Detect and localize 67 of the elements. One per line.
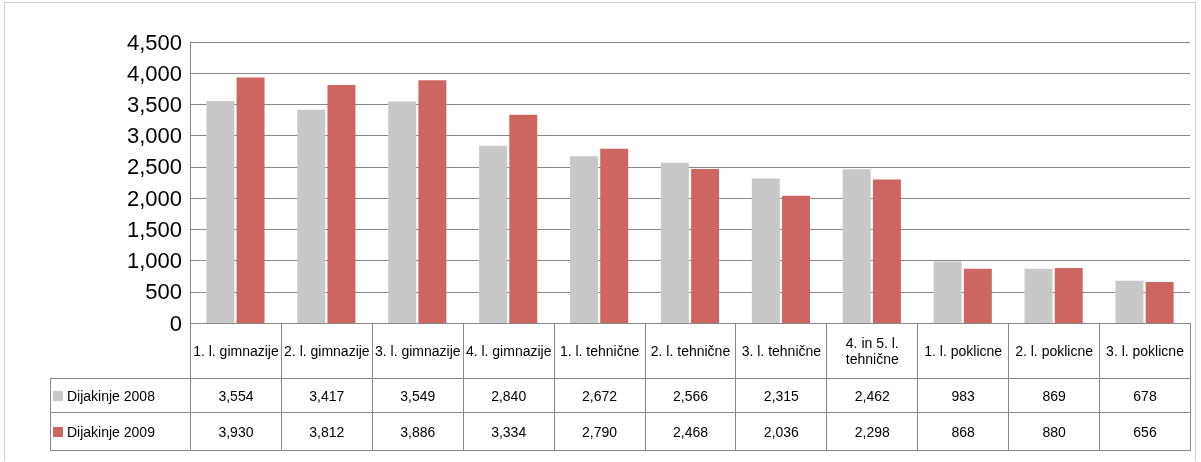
data-label: 869 — [1008, 378, 1100, 413]
bar — [479, 145, 508, 323]
data-label: 3,549 — [372, 378, 464, 413]
bar — [388, 101, 417, 323]
bar — [933, 261, 962, 323]
bar — [691, 168, 720, 323]
x-tick-label: 1. l. tehnične — [554, 323, 646, 379]
bar — [206, 101, 235, 323]
data-label: 2,315 — [735, 378, 827, 413]
y-tick-label: 1,500 — [126, 216, 182, 242]
x-tick-label: 1. l. poklicne — [917, 323, 1009, 379]
y-tick-label: 4,500 — [126, 29, 182, 55]
data-label: 656 — [1099, 412, 1191, 451]
data-label: 2,840 — [463, 378, 555, 413]
y-tick-label: 1,000 — [126, 248, 182, 274]
x-tick-label: 2. l. tehnične — [645, 323, 736, 379]
data-label: 3,417 — [281, 378, 373, 413]
x-tick-label: 3. l. tehnične — [735, 323, 827, 379]
data-label: 2,790 — [554, 412, 646, 451]
bar — [600, 148, 629, 323]
y-tick-label: 3,500 — [126, 91, 182, 117]
y-tick-label: 4,000 — [126, 60, 182, 86]
data-label: 3,930 — [190, 412, 282, 451]
y-tick-label: 2,500 — [126, 154, 182, 180]
data-label: 2,566 — [645, 378, 736, 413]
x-tick-label: 3. l. poklicne — [1099, 323, 1191, 379]
x-tick-label: 3. l. gimnazije — [372, 323, 464, 379]
bar — [842, 169, 871, 323]
bar — [751, 178, 780, 323]
bar — [1054, 268, 1083, 323]
x-tick-label: 2. l. gimnazije — [281, 323, 373, 379]
data-label: 880 — [1008, 412, 1100, 451]
data-label: 2,672 — [554, 378, 646, 413]
bar — [782, 195, 810, 323]
x-tick-label: 4. in 5. l. tehnične — [826, 323, 918, 379]
bar — [236, 77, 265, 323]
y-tick-label: 2,000 — [126, 185, 182, 211]
bar — [1145, 282, 1174, 323]
data-label: 983 — [917, 378, 1009, 413]
data-label: 3,554 — [190, 378, 282, 413]
bar — [418, 80, 447, 323]
x-tick-label: 4. l. gimnazije — [463, 323, 555, 379]
x-tick-label: 1. l. gimnazije — [190, 323, 282, 379]
y-tick-label: 3,000 — [126, 123, 182, 149]
data-label: 678 — [1099, 378, 1191, 413]
legend-label: Dijakinje 2008 — [50, 378, 191, 413]
data-label: 2,462 — [826, 378, 918, 413]
bar — [963, 268, 992, 323]
x-tick-label: 2. l. poklicne — [1008, 323, 1100, 379]
y-tick-label: 500 — [145, 279, 182, 305]
data-label: 868 — [917, 412, 1009, 451]
bar — [872, 179, 901, 323]
data-label: 3,886 — [372, 412, 464, 451]
y-tick-label: 0 — [169, 310, 182, 336]
data-label: 3,812 — [281, 412, 373, 451]
bar — [1024, 268, 1053, 323]
data-label: 2,468 — [645, 412, 736, 451]
data-label: 2,298 — [826, 412, 918, 451]
data-label: 3,334 — [463, 412, 555, 451]
legend-label: Dijakinje 2009 — [50, 412, 191, 451]
bar — [660, 162, 689, 323]
bar — [570, 156, 598, 323]
bar — [297, 109, 326, 323]
bar — [509, 114, 538, 323]
bar — [327, 84, 356, 323]
data-label: 2,036 — [735, 412, 827, 451]
bar — [1115, 280, 1144, 323]
